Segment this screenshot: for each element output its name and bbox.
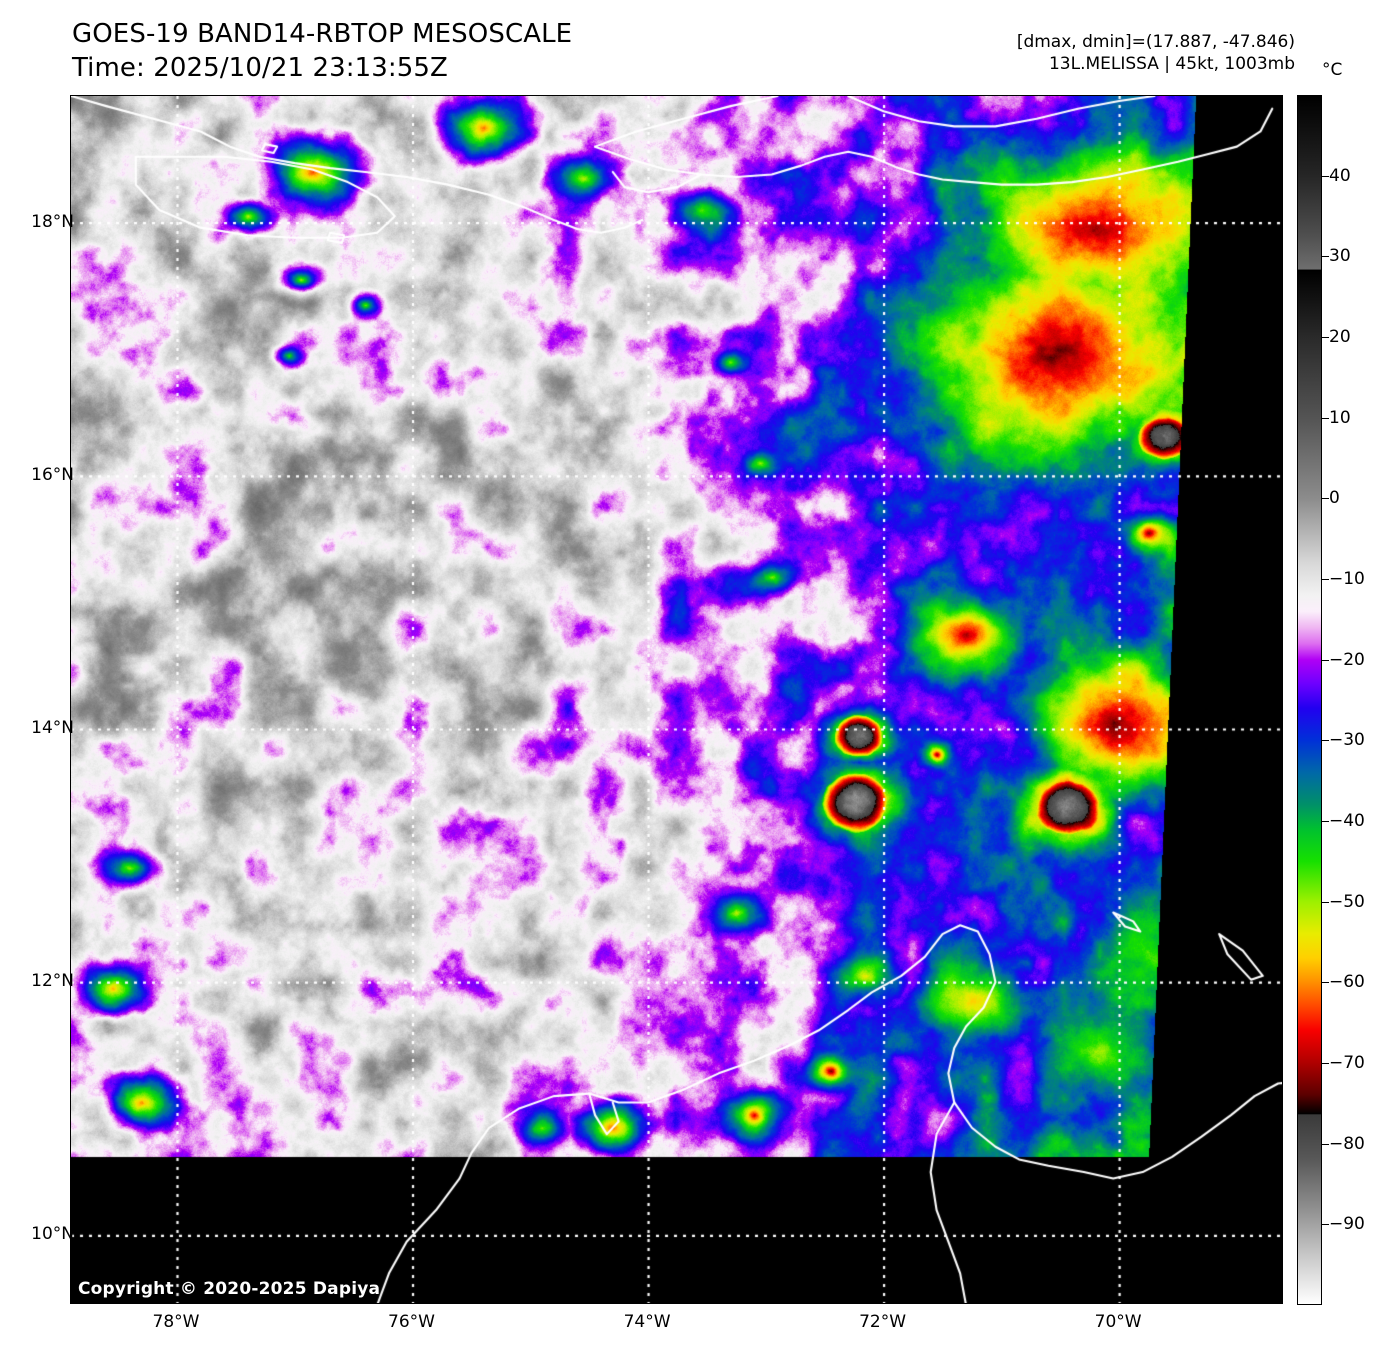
latitude-tick-label: 10°N	[31, 1224, 74, 1245]
data-range-label: [dmax, dmin]=(17.887, -47.846)	[1016, 32, 1295, 52]
colorbar-tick-label: −20	[1329, 649, 1365, 670]
colorbar-tick-mark	[1322, 659, 1329, 661]
colorbar-tick-label: −80	[1329, 1133, 1365, 1154]
colorbar-tick-mark	[1322, 417, 1329, 419]
latitude-tick-label: 14°N	[31, 717, 74, 738]
colorbar-tick-label: 0	[1329, 488, 1340, 509]
longitude-tick-label: 72°W	[859, 1312, 907, 1332]
satellite-map-plot	[70, 95, 1283, 1304]
latitude-tick-label: 16°N	[31, 464, 74, 485]
colorbar-tick-label: −30	[1329, 730, 1365, 751]
longitude-tick-label: 78°W	[152, 1312, 200, 1332]
latitude-tick-label: 18°N	[31, 211, 74, 232]
colorbar-tick-label: −90	[1329, 1214, 1365, 1235]
colorbar-gradient	[1298, 96, 1321, 1304]
colorbar-tick-label: 10	[1329, 407, 1351, 428]
colorbar-tick-label: −50	[1329, 891, 1365, 912]
colorbar-tick-mark	[1322, 256, 1329, 258]
colorbar-tick-label: 40	[1329, 165, 1351, 186]
page-title: GOES-19 BAND14-RBTOP MESOSCALE	[72, 19, 573, 49]
timestamp-label: Time: 2025/10/21 23:13:55Z	[72, 52, 448, 83]
satellite-imagery-canvas	[71, 96, 1282, 1303]
colorbar-tick-label: 30	[1329, 246, 1351, 267]
colorbar-tick-mark	[1322, 498, 1329, 500]
colorbar-tick-label: 20	[1329, 327, 1351, 347]
storm-info-label: 13L.MELISSA | 45kt, 1003mb	[1048, 53, 1295, 74]
colorbar-tick-mark	[1322, 1224, 1329, 1226]
copyright-label: Copyright © 2020-2025 Dapiya	[78, 1279, 381, 1299]
longitude-tick-label: 74°W	[623, 1312, 671, 1332]
colorbar-tick-mark	[1322, 982, 1329, 984]
title-block: GOES-19 BAND14-RBTOP MESOSCALE Time: 202…	[72, 18, 572, 86]
colorbar-tick-mark	[1322, 337, 1329, 338]
colorbar-tick-label: −60	[1329, 972, 1365, 993]
longitude-tick-label: 76°W	[388, 1312, 435, 1332]
colorbar-tick-mark	[1322, 821, 1329, 822]
colorbar-tick-mark	[1322, 1143, 1329, 1145]
colorbar-tick-label: −70	[1329, 1053, 1365, 1073]
colorbar-tick-mark	[1322, 901, 1329, 903]
colorbar-tick-label: −40	[1329, 811, 1365, 831]
colorbar-tick-mark	[1322, 1063, 1329, 1064]
colorbar-tick-mark	[1322, 740, 1329, 742]
colorbar-unit-label: °C	[1322, 60, 1343, 80]
colorbar	[1297, 95, 1322, 1305]
colorbar-tick-mark	[1322, 579, 1329, 580]
metadata-block: [dmax, dmin]=(17.887, -47.846) 13L.MELIS…	[1017, 32, 1295, 76]
longitude-tick-label: 70°W	[1094, 1312, 1142, 1332]
latitude-tick-label: 12°N	[31, 971, 74, 992]
colorbar-tick-mark	[1322, 175, 1329, 177]
colorbar-tick-label: −10	[1329, 569, 1365, 589]
